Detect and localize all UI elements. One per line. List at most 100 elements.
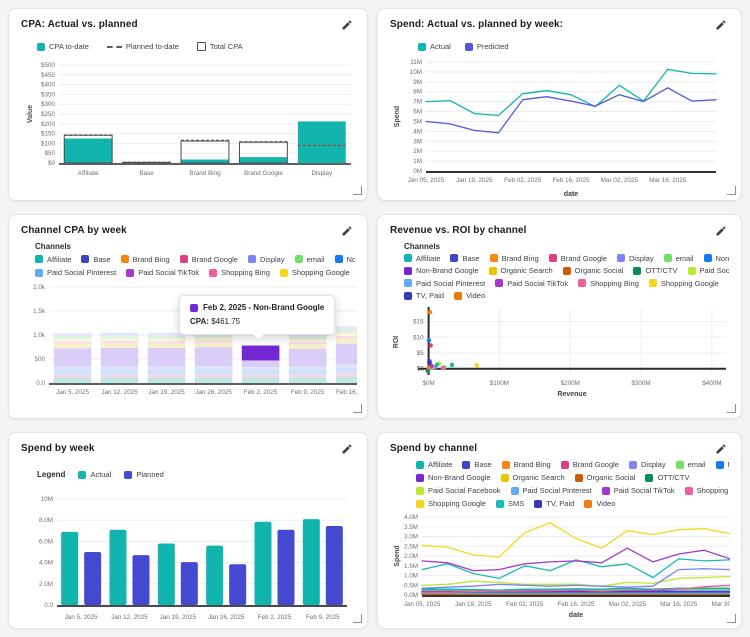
resize-handle[interactable] bbox=[727, 186, 736, 195]
legend-item-paid-social-pinterest[interactable]: Paid Social Pinterest bbox=[404, 279, 485, 288]
legend-item-non-brand-bing[interactable]: Non-Brand Bing bbox=[703, 254, 729, 263]
scatter-point-sms[interactable] bbox=[434, 362, 440, 367]
legend-item-paid-social-facebook[interactable]: Paid Social Facebook bbox=[416, 486, 501, 495]
legend-label: Organic Search bbox=[512, 473, 565, 483]
spend-week-bar-chart[interactable]: 0.0 2.0M 4.0M 6.0M 8.0M 10M Jan 5, 2025 Jan 12,… bbox=[21, 491, 355, 623]
legend-item-email[interactable]: email bbox=[663, 254, 694, 263]
revenue-roi-scatter-chart[interactable]: $0M$100M$200M$300M$400M$0$5$10$15Revenue… bbox=[390, 303, 729, 399]
channels-label: Channels bbox=[35, 242, 72, 251]
edit-chart-button[interactable] bbox=[339, 17, 355, 33]
legend-item-brand-google[interactable]: Brand Google bbox=[548, 254, 607, 263]
legend-item-planned[interactable]: Planned bbox=[124, 470, 164, 479]
legend-item-planned-to-date[interactable]: Planned to-date bbox=[106, 42, 179, 51]
legend-item-brand-bing[interactable]: Brand Bing bbox=[120, 254, 170, 264]
legend-item-display[interactable]: Display bbox=[247, 255, 285, 264]
legend-label: Actual bbox=[430, 42, 451, 51]
legend-item-organic-social[interactable]: Organic Social bbox=[562, 266, 623, 275]
scatter-point-tv-paid[interactable] bbox=[427, 360, 432, 365]
legend-swatch bbox=[648, 279, 657, 288]
legend-item-shopping-bing[interactable]: Shopping Bing bbox=[209, 268, 270, 277]
scatter-point-non-brand-bing[interactable] bbox=[426, 338, 432, 343]
resize-handle[interactable] bbox=[353, 614, 362, 623]
legend-item-paid-social-tiktok[interactable]: Paid Social TikTok bbox=[126, 268, 199, 277]
legend-item-video[interactable]: Video bbox=[454, 291, 485, 300]
resize-handle[interactable] bbox=[727, 614, 736, 623]
legend-item-shopping-google[interactable]: Shopping Google bbox=[279, 268, 350, 277]
legend-item-brand-google[interactable]: Brand Google bbox=[179, 255, 238, 264]
legend-item-cpa-to-date[interactable]: CPA to-date bbox=[37, 42, 89, 51]
legend-item-organic-social[interactable]: Organic Social bbox=[574, 473, 635, 482]
legend-label: Paid Social Facebook bbox=[699, 266, 729, 276]
legend-item-brand-bing[interactable]: Brand Bing bbox=[501, 460, 551, 469]
legend-item-paid-social-pinterest[interactable]: Paid Social Pinterest bbox=[510, 486, 592, 495]
legend-item-non-brand-google[interactable]: Non-Brand Google bbox=[404, 266, 479, 275]
legend-item-non-brand-bing[interactable]: Non-Brand Bing bbox=[715, 460, 729, 469]
legend: Actual Predicted bbox=[418, 42, 729, 51]
legend-item-organic-search[interactable]: Organic Search bbox=[488, 266, 553, 275]
legend-item-shopping-google[interactable]: Shopping Google bbox=[416, 499, 486, 508]
legend-item-paid-social-tiktok[interactable]: Paid Social TikTok bbox=[495, 279, 568, 288]
legend-item-base[interactable]: Base bbox=[462, 460, 492, 469]
legend-label: Predicted bbox=[476, 42, 509, 51]
legend-item-sms[interactable]: SMS bbox=[495, 499, 524, 508]
resize-handle[interactable] bbox=[727, 404, 736, 413]
legend-label: Non-Brand Google bbox=[416, 266, 479, 276]
legend-item-ott-ctv[interactable]: OTT/CTV bbox=[645, 473, 690, 482]
edit-chart-button[interactable] bbox=[339, 441, 355, 457]
panel-spend-actual-vs-planned: Spend: Actual vs. planned by week: Actua… bbox=[377, 8, 742, 201]
legend-label: Shopping Bing bbox=[221, 268, 270, 277]
legend-item-brand-google[interactable]: Brand Google bbox=[560, 460, 619, 469]
legend-item-paid-social-facebook[interactable]: Paid Social Facebook bbox=[687, 266, 729, 276]
legend-item-affiliate[interactable]: Affiliate bbox=[35, 255, 71, 264]
legend-label: Brand Bing bbox=[132, 254, 170, 264]
svg-text:10M: 10M bbox=[41, 496, 53, 503]
edit-chart-button[interactable] bbox=[339, 223, 355, 239]
resize-handle[interactable] bbox=[353, 186, 362, 195]
legend-item-total-cpa[interactable]: Total CPA bbox=[196, 42, 243, 51]
legend-item-non-brand-google[interactable]: Non-Brand Google bbox=[416, 473, 491, 482]
legend-item-actual[interactable]: Actual bbox=[418, 42, 451, 51]
channel-cpa-stacked-chart[interactable]: 0.0 500 1.0k 1.5k 2.0k Jan 5, 2025 Jan 12, 202… bbox=[21, 281, 357, 397]
legend-item-email[interactable]: email bbox=[294, 255, 325, 264]
legend-item-affiliate[interactable]: Affiliate bbox=[416, 460, 452, 469]
scatter-point-video[interactable] bbox=[426, 365, 432, 370]
scatter-point-affiliate[interactable] bbox=[449, 362, 455, 368]
spend-channel-line-chart[interactable]: 0.0M 0.5M 1.0M 1.5M 2.0M 2.5M 3.0M 3.5M 4.0M Jan … bbox=[390, 512, 730, 620]
legend-item-tv-paid[interactable]: TV, Paid bbox=[404, 291, 444, 300]
legend-item-actual[interactable]: Actual bbox=[78, 470, 111, 479]
legend-label: Actual bbox=[90, 470, 112, 479]
edit-chart-button[interactable] bbox=[713, 17, 729, 33]
legend-item-paid-social-tiktok[interactable]: Paid Social TikTok bbox=[601, 486, 675, 495]
legend-item-non-brand-bing[interactable]: Non-Brand Bing bbox=[334, 255, 355, 264]
legend-item-base[interactable]: Base bbox=[81, 255, 111, 264]
panel-title: Spend by channel bbox=[390, 443, 478, 454]
legend-item-affiliate[interactable]: Affiliate bbox=[404, 254, 440, 263]
edit-chart-button[interactable] bbox=[713, 223, 729, 239]
scatter-point-shopping-google[interactable] bbox=[474, 363, 479, 368]
legend-item-display[interactable]: Display bbox=[616, 254, 654, 263]
legend-item-predicted[interactable]: Predicted bbox=[464, 42, 509, 51]
legend-item-base[interactable]: Base bbox=[450, 254, 480, 263]
legend-row: Non-Brand Google Organic Search Organic So… bbox=[416, 473, 729, 484]
legend-item-shopping-bing[interactable]: Shopping Bing bbox=[578, 279, 639, 288]
legend-item-shopping-google[interactable]: Shopping Google bbox=[648, 279, 719, 288]
legend-item-display[interactable]: Display bbox=[628, 460, 666, 469]
scatter-point-brand-google[interactable] bbox=[428, 343, 433, 348]
scatter-point-brand-bing[interactable] bbox=[427, 309, 433, 315]
legend-item-shopping-bing[interactable]: Shopping Bing bbox=[684, 486, 729, 495]
legend-item-paid-social-pinterest[interactable]: Paid Social Pinterest bbox=[35, 268, 116, 277]
cpa-bar-chart[interactable]: $0 $50 $100 $150 $200 $250 $300 $350 $400 $450 $50… bbox=[23, 59, 355, 179]
legend-swatch bbox=[404, 279, 412, 288]
legend-item-tv-paid[interactable]: TV, Paid bbox=[534, 499, 574, 508]
edit-chart-button[interactable] bbox=[713, 441, 729, 457]
svg-text:Brand Google: Brand Google bbox=[244, 170, 283, 177]
spend-line-chart[interactable]: 0M 1M 2M 3M 4M 5M 6M 7M 8M 9M 10M 11M Jan 05, 2025 Ja… bbox=[390, 57, 729, 199]
legend-item-ott-ctv[interactable]: OTT/CTV bbox=[633, 266, 678, 275]
legend-swatch bbox=[645, 473, 654, 482]
scatter-point-shopping-bing[interactable] bbox=[440, 365, 445, 370]
legend-item-video[interactable]: Video bbox=[584, 499, 615, 508]
legend-item-brand-bing[interactable]: Brand Bing bbox=[489, 254, 539, 263]
legend-item-email[interactable]: email bbox=[675, 460, 706, 469]
resize-handle[interactable] bbox=[353, 404, 362, 413]
legend-item-organic-search[interactable]: Organic Search bbox=[500, 473, 565, 483]
